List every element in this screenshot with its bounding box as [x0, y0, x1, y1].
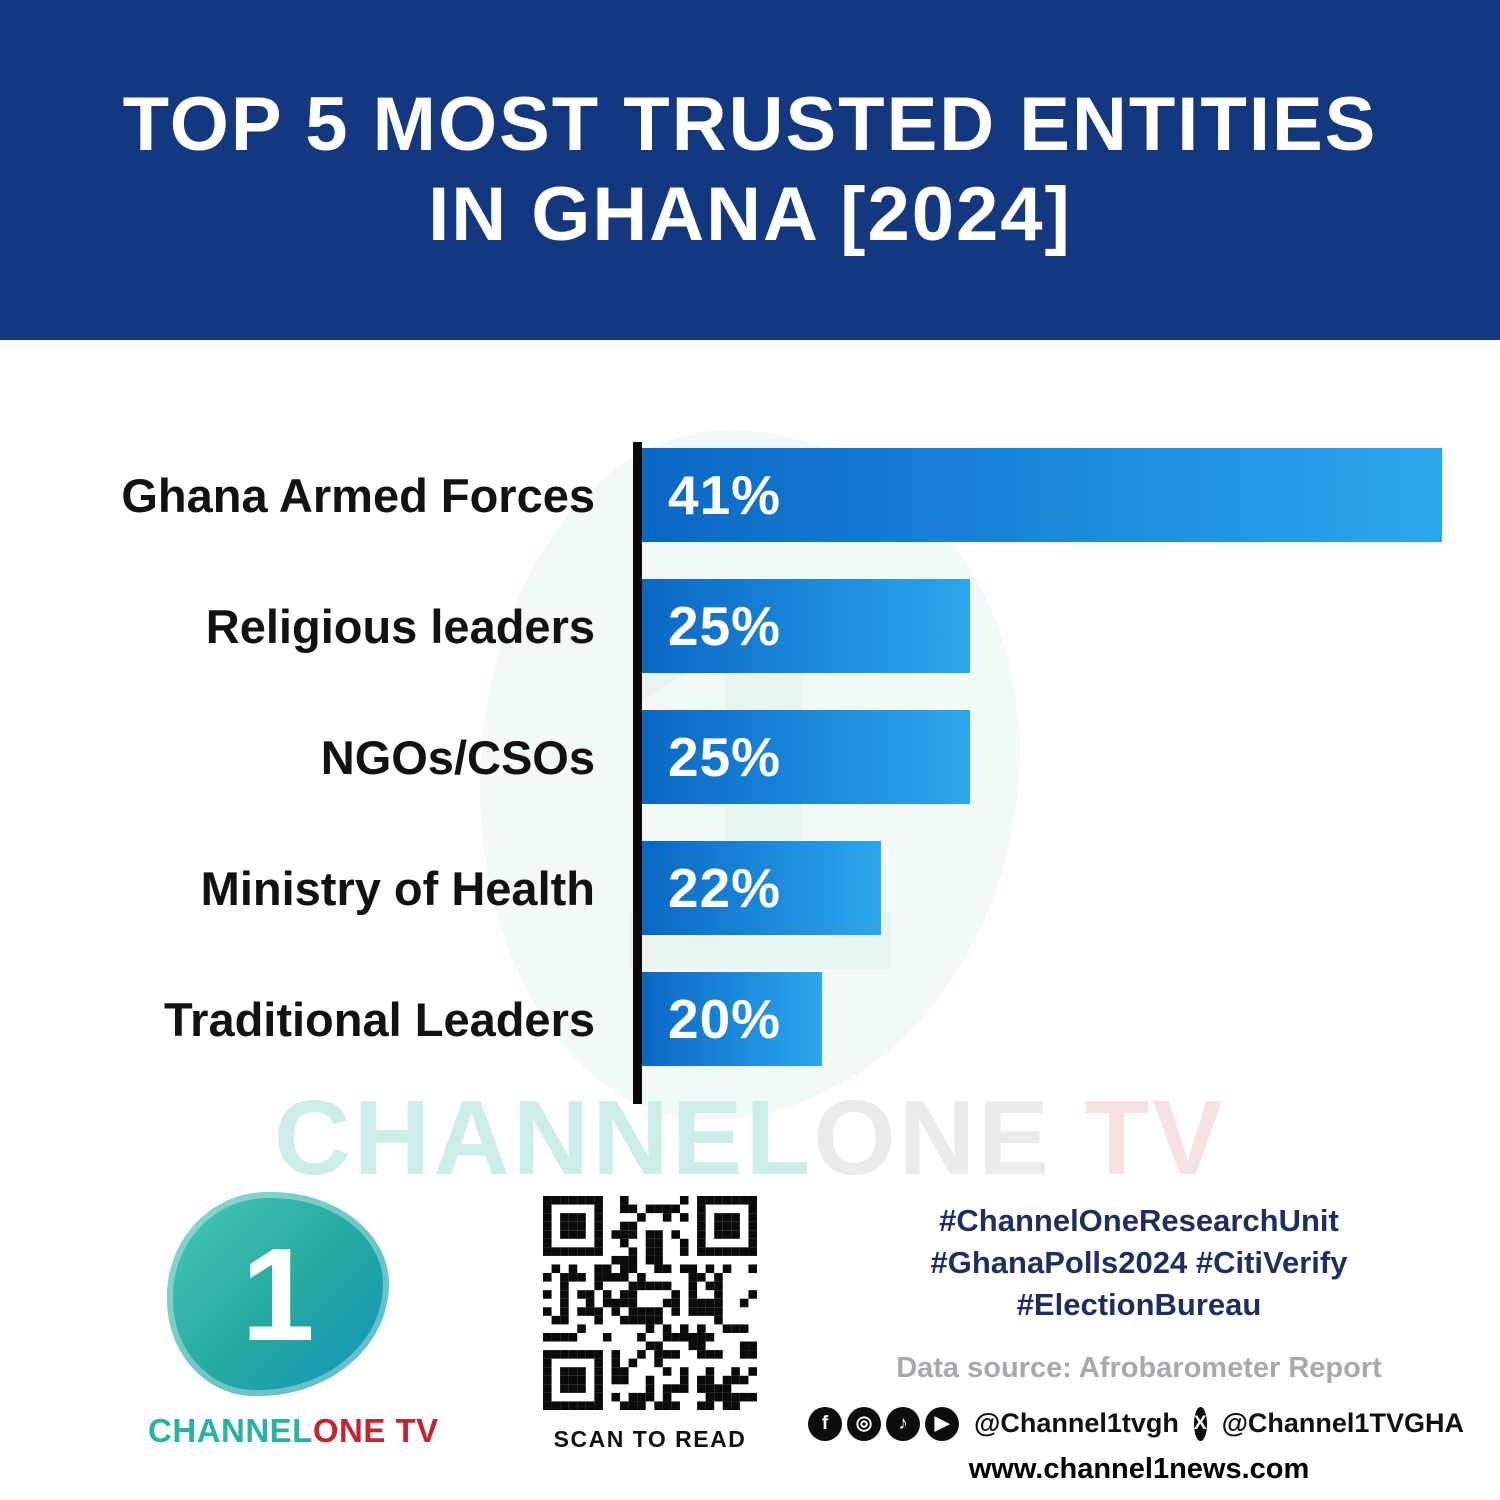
bar-label: Traditional Leaders — [164, 992, 595, 1046]
logo-text-tv: TV — [385, 1412, 439, 1449]
hashtags: #ChannelOneResearchUnit #GhanaPolls2024 … — [844, 1200, 1434, 1326]
bar-value-label: 20% — [668, 988, 782, 1050]
bar-value-label: 25% — [668, 726, 782, 788]
facebook-icon[interactable]: f — [808, 1406, 843, 1441]
bar-rows-container: Ghana Armed Forces 41% Religious leaders 25… — [60, 448, 1442, 1066]
watermark-tv: TV — [1052, 1079, 1226, 1197]
website-url: www.channel1news.com — [968, 1452, 1310, 1485]
bar-row: Ghana Armed Forces 41% — [60, 448, 1442, 542]
x-icon[interactable]: X — [1193, 1406, 1207, 1441]
qr-caption: SCAN TO READ — [553, 1426, 747, 1452]
bar-value-label: 22% — [668, 857, 782, 919]
watermark-text: CHANNELONE TV — [0, 1078, 1500, 1199]
watermark-one: ONE — [813, 1079, 1052, 1197]
bar-row: NGOs/CSOs 25% — [60, 710, 1442, 804]
logo-wordmark: CHANNELONE TV — [148, 1412, 438, 1450]
channel-one-logo: 1 CHANNELONE TV — [148, 1192, 438, 1450]
bar: 25% — [642, 579, 970, 673]
bar-track: 25% — [633, 579, 1442, 673]
instagram-icon[interactable]: ◎ — [847, 1406, 882, 1441]
social-icon-cluster: f ◎ ♪ ▶ — [808, 1406, 960, 1441]
tiktok-icon[interactable]: ♪ — [886, 1406, 921, 1441]
data-source: Data source: Afrobarometer Report — [896, 1351, 1382, 1384]
bar: 20% — [642, 972, 822, 1066]
channel-one-logo-icon: 1 — [167, 1192, 389, 1396]
footer-info: #ChannelOneResearchUnit #GhanaPolls2024 … — [808, 1200, 1464, 1486]
qr-code — [543, 1196, 757, 1410]
bar: 22% — [642, 841, 881, 935]
logo-text-channel: CHANNEL — [148, 1412, 313, 1449]
page-title: TOP 5 MOST TRUSTED ENTITIES IN GHANA [202… — [122, 82, 1378, 257]
y-axis-line — [633, 442, 642, 1104]
bar: 41% — [642, 448, 1442, 542]
hashtag-line: #GhanaPolls2024 #CitiVerify — [930, 1244, 1348, 1280]
social-row: f ◎ ♪ ▶ @Channel1tvgh X @Channel1TVGHA — [808, 1406, 1464, 1441]
hashtag-line: #ChannelOneResearchUnit — [939, 1203, 1339, 1238]
bar-chart: Ghana Armed Forces 41% Religious leaders 25… — [60, 442, 1442, 1104]
bar-track: 41% — [633, 448, 1442, 542]
bar-row: Religious leaders 25% — [60, 579, 1442, 673]
bar-value-label: 41% — [668, 464, 782, 526]
bar-value-label: 25% — [668, 595, 782, 657]
header-banner: TOP 5 MOST TRUSTED ENTITIES IN GHANA [202… — [0, 0, 1500, 340]
social-handle-2: @Channel1TVGHA — [1221, 1408, 1464, 1439]
bar-label: NGOs/CSOs — [320, 730, 595, 784]
logo-numeral: 1 — [241, 1220, 315, 1368]
bar-label: Ministry of Health — [200, 861, 595, 915]
bar-track: 20% — [633, 972, 1442, 1066]
logo-text-one: ONE — [312, 1412, 386, 1449]
bar-row: Ministry of Health 22% — [60, 841, 1442, 935]
watermark-channel: CHANNEL — [274, 1079, 814, 1197]
bar-label: Religious leaders — [205, 599, 595, 653]
bar-track: 25% — [633, 710, 1442, 804]
bar-track: 22% — [633, 841, 1442, 935]
bar-row: Traditional Leaders 20% — [60, 972, 1442, 1066]
social-handle-1: @Channel1tvgh — [974, 1408, 1179, 1439]
qr-block: SCAN TO READ — [543, 1196, 757, 1453]
bar-label: Ghana Armed Forces — [121, 468, 595, 522]
hashtag-line: #ElectionBureau — [1016, 1286, 1262, 1322]
bar: 25% — [642, 710, 970, 804]
youtube-icon[interactable]: ▶ — [925, 1406, 960, 1441]
